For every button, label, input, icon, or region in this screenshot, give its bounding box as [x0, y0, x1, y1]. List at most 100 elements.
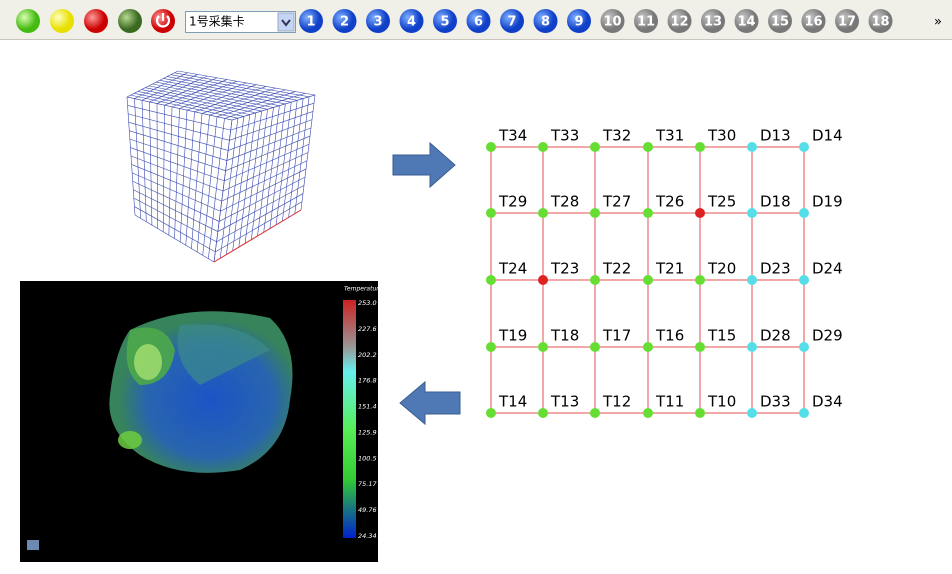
mesh-line	[170, 74, 304, 99]
sensor-label: D24	[812, 260, 843, 278]
sensor-label: D28	[760, 327, 791, 345]
mesh-line	[216, 193, 304, 242]
sensor-label: T29	[498, 193, 527, 211]
channel-label: 12	[670, 15, 688, 30]
status-button[interactable]	[118, 9, 142, 33]
channel-label: 17	[838, 15, 856, 30]
channel-label: 10	[603, 15, 621, 30]
sensor-label: T17	[602, 327, 631, 345]
channel-button[interactable]	[500, 9, 524, 33]
channel-label: 15	[771, 15, 789, 30]
sensor-label: D19	[812, 193, 843, 211]
mesh-line	[133, 197, 217, 242]
sensor-node	[486, 142, 496, 152]
sensor-node	[695, 208, 705, 218]
status-button[interactable]	[16, 9, 40, 33]
mesh-line	[222, 152, 309, 192]
legend-title: Temperatur	[344, 286, 379, 293]
mesh-edge	[213, 209, 302, 263]
sensor-label: T32	[602, 127, 631, 145]
mesh-line	[216, 91, 296, 117]
sensor-label: T23	[550, 260, 579, 278]
channel-button[interactable]	[366, 9, 390, 33]
sensor-label: D18	[760, 193, 791, 211]
arrow-icon	[281, 19, 291, 27]
channel-label: 2	[340, 15, 349, 30]
channel-button[interactable]	[734, 9, 759, 33]
sensor-node	[695, 408, 705, 418]
sensor-label: T12	[602, 393, 631, 411]
mesh-line	[133, 189, 218, 232]
cube-mesh	[126, 70, 316, 263]
volume-render	[118, 431, 142, 449]
channel-button[interactable]	[701, 9, 725, 33]
sensor-node	[747, 142, 757, 152]
sensor-node	[643, 408, 653, 418]
sensor-label: T19	[498, 327, 527, 345]
channel-button[interactable]	[868, 9, 893, 33]
channel-button[interactable]	[466, 9, 491, 33]
sensor-label: T30	[707, 127, 736, 145]
sensor-grid: T34 T33 T32 T31 T30 D13 D14 T29 T28 T27 T26 T25 D18 D…	[486, 127, 843, 418]
channel-button[interactable]	[801, 9, 826, 33]
channel-button[interactable]	[399, 9, 424, 33]
channel-button[interactable]	[634, 9, 658, 33]
mesh-line	[159, 79, 286, 105]
select-arrow[interactable]	[277, 12, 295, 32]
sensor-node	[486, 408, 496, 418]
channel-button[interactable]	[433, 9, 457, 33]
mesh-line	[294, 96, 310, 214]
mesh-line	[269, 103, 286, 229]
status-button[interactable]	[84, 9, 108, 33]
sensor-label: T15	[707, 327, 736, 345]
channel-label: 1	[306, 15, 315, 30]
sensor-label: D13	[760, 127, 791, 145]
sensor-label: T31	[655, 127, 684, 145]
color-bar	[343, 300, 356, 538]
sensor-label: T22	[602, 260, 631, 278]
channel-button[interactable]	[567, 9, 591, 33]
sensor-node	[799, 408, 809, 418]
sensor-node	[799, 142, 809, 152]
mesh-line	[130, 155, 224, 192]
legend-label: 202.2	[358, 351, 377, 359]
sensor-node	[590, 142, 600, 152]
channel-label: 6	[474, 15, 483, 30]
sensor-node	[538, 342, 548, 352]
sensor-label: T16	[655, 327, 684, 345]
sensor-node	[695, 342, 705, 352]
mesh-line	[177, 70, 316, 96]
device-select[interactable]	[185, 11, 296, 33]
mesh-line	[209, 89, 286, 116]
legend-label: 24.34	[358, 532, 377, 540]
channel-button[interactable]	[332, 9, 357, 33]
arrow-left	[399, 380, 461, 426]
sensor-node	[799, 208, 809, 218]
channel-button[interactable]	[768, 9, 792, 33]
channel-button[interactable]	[600, 9, 625, 33]
toolbar-overflow[interactable]: »	[934, 15, 942, 30]
sensor-label: T27	[602, 193, 631, 211]
status-button[interactable]	[50, 9, 74, 33]
mesh-line	[179, 110, 188, 242]
sensor-node	[799, 342, 809, 352]
channel-label: 3	[373, 15, 382, 30]
power-icon	[155, 13, 171, 28]
sensor-label: T18	[550, 327, 579, 345]
legend-label: 151.4	[358, 403, 377, 411]
sensor-label: D14	[812, 127, 843, 145]
sensor-node	[538, 208, 548, 218]
arrow-right	[392, 141, 456, 189]
channel-button[interactable]	[667, 9, 692, 33]
sensor-label: T28	[550, 193, 579, 211]
channel-button[interactable]	[533, 9, 558, 33]
channel-button[interactable]	[835, 9, 859, 33]
legend-label: 253.0	[358, 299, 377, 307]
mesh-line	[300, 94, 316, 211]
channel-label: 5	[440, 15, 449, 30]
volume-render	[134, 344, 162, 380]
volume-render	[177, 324, 270, 385]
channel-button[interactable]	[299, 9, 323, 33]
sensor-label: D34	[812, 393, 843, 411]
sensor-node	[643, 342, 653, 352]
